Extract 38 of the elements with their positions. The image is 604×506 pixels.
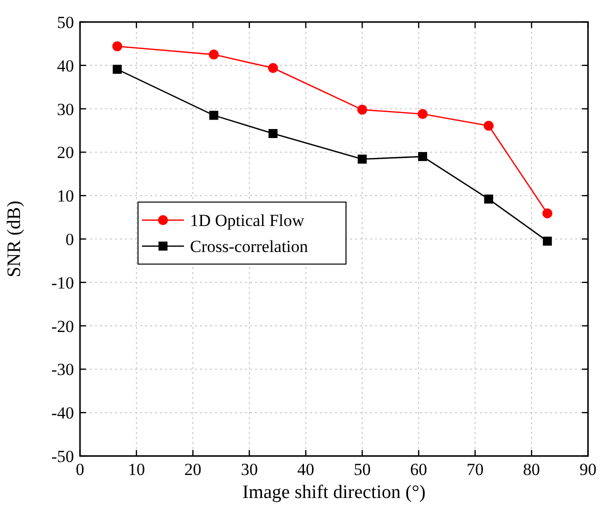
x-tick-label: 80 (523, 460, 540, 479)
point (209, 110, 218, 120)
y-tick-label: -20 (51, 316, 74, 336)
y-axis-title: SNR (dB) (4, 200, 25, 278)
point (357, 104, 368, 115)
y-tick-label: 30 (57, 100, 74, 119)
point (112, 64, 122, 74)
point (358, 154, 367, 164)
x-tick-label: 90 (580, 460, 596, 479)
x-tick-label: 10 (128, 460, 145, 479)
x-tick-label: 70 (466, 460, 484, 479)
x-tick-label: 30 (240, 460, 258, 479)
point (268, 129, 278, 138)
y-tick-label: -50 (51, 446, 74, 466)
x-tick-label: 50 (354, 460, 371, 479)
y-tick-label: 40 (57, 56, 74, 76)
legend-label: Cross-correlation (190, 237, 309, 256)
point (542, 208, 552, 218)
point (112, 41, 122, 52)
point (542, 236, 552, 246)
point (484, 120, 494, 131)
point (208, 50, 219, 60)
x-axis-title: Image shift direction (°) (242, 482, 426, 503)
point (484, 194, 494, 204)
point (418, 109, 428, 120)
y-tick-label: -40 (51, 404, 74, 423)
point (418, 152, 428, 162)
x-tick-label: 60 (410, 460, 428, 479)
point (268, 63, 278, 74)
y-tick-label: -30 (51, 360, 74, 380)
legend-label: 1D Optical Flow (190, 211, 305, 230)
x-tick-label: 40 (297, 460, 314, 479)
y-tick-label: -10 (51, 273, 74, 292)
y-tick-label: 10 (57, 186, 74, 206)
y-tick-label: 20 (57, 143, 74, 162)
y-tick-label: 50 (57, 12, 74, 32)
x-tick-label: 20 (184, 460, 202, 479)
y-tick-label: 0 (66, 230, 74, 249)
